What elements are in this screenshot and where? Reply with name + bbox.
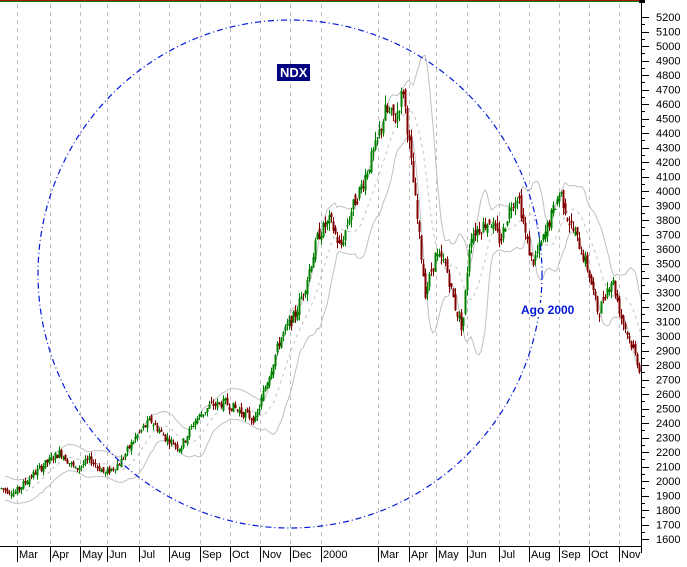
month-tick-label: Sep xyxy=(202,549,222,561)
price-tick-label: 4100 xyxy=(656,172,680,184)
price-tick-label: 1600 xyxy=(656,534,680,546)
price-tick-label: 2800 xyxy=(656,360,680,372)
month-tick-label: Jul xyxy=(141,549,155,561)
price-tick-label: 1700 xyxy=(656,520,680,532)
price-tick-label: 3100 xyxy=(656,317,680,329)
month-tick-label: Jul xyxy=(501,549,515,561)
month-tick-label: Aug xyxy=(171,549,191,561)
price-tick-label: 2500 xyxy=(656,404,680,416)
price-tick-label: 3700 xyxy=(656,230,680,242)
month-tick-label: Jun xyxy=(469,549,487,561)
dash-dot-ellipse xyxy=(37,19,543,529)
annotation-ago-2000: Ago 2000 xyxy=(521,303,575,317)
price-tick-label: 3300 xyxy=(656,288,680,300)
price-tick-label: 4200 xyxy=(656,157,680,169)
price-tick-label: 2000 xyxy=(656,476,680,488)
price-tick-label: 3900 xyxy=(656,201,680,213)
price-tick-label: 4500 xyxy=(656,114,680,126)
bollinger-bands xyxy=(4,54,644,504)
middle-band xyxy=(4,107,644,493)
price-tick-label: 4300 xyxy=(656,143,680,155)
price-tick-label: 4700 xyxy=(656,85,680,97)
price-tick-label: 1800 xyxy=(656,505,680,517)
ellipse-annotation xyxy=(37,19,543,529)
vertical-gridlines xyxy=(17,4,620,546)
month-tick-label: 2000 xyxy=(323,549,347,561)
price-tick-label: 2700 xyxy=(656,375,680,387)
price-tick-label: 4800 xyxy=(656,70,680,82)
lower-band xyxy=(4,135,644,504)
price-tick-label: 2400 xyxy=(656,418,680,430)
month-tick-label: Apr xyxy=(52,549,69,561)
price-tick-label: 5100 xyxy=(656,27,680,39)
price-tick-label: 3200 xyxy=(656,302,680,314)
price-tick-label: 3800 xyxy=(656,215,680,227)
price-tick-label: 2300 xyxy=(656,433,680,445)
month-tick-label: May xyxy=(82,549,103,561)
month-tick-label: May xyxy=(438,549,459,561)
month-tick-label: Oct xyxy=(232,549,249,561)
price-tick-label: 3500 xyxy=(656,259,680,271)
symbol-title-badge: NDX xyxy=(277,64,311,81)
month-tick-label: Dec xyxy=(292,549,312,561)
price-tick-label: 4000 xyxy=(656,186,680,198)
month-tick-label: Aug xyxy=(531,549,551,561)
price-tick-label: 1900 xyxy=(656,491,680,503)
price-tick-label: 4900 xyxy=(656,56,680,68)
month-tick-label: Nov xyxy=(621,549,641,561)
price-bars xyxy=(0,87,641,499)
price-tick-label: 4400 xyxy=(656,128,680,140)
price-tick-label: 5200 xyxy=(656,12,680,24)
price-tick-label: 4600 xyxy=(656,99,680,111)
price-tick-label: 2200 xyxy=(656,447,680,459)
month-tick-label: Apr xyxy=(411,549,428,561)
price-tick-label: 2600 xyxy=(656,389,680,401)
price-tick-label: 2100 xyxy=(656,462,680,474)
month-tick-label: Sep xyxy=(561,549,581,561)
price-tick-label: 5000 xyxy=(656,41,680,53)
month-tick-label: Nov xyxy=(262,549,282,561)
top-border xyxy=(0,0,645,3)
month-tick-label: Mar xyxy=(380,549,399,561)
month-tick-label: Mar xyxy=(19,549,38,561)
upper-band xyxy=(4,54,644,481)
price-tick-label: 3600 xyxy=(656,244,680,256)
price-tick-label: 2900 xyxy=(656,346,680,358)
price-tick-label: 3000 xyxy=(656,331,680,343)
month-tick-label: Oct xyxy=(591,549,608,561)
price-tick-label: 3400 xyxy=(656,273,680,285)
month-tick-label: Jun xyxy=(109,549,127,561)
